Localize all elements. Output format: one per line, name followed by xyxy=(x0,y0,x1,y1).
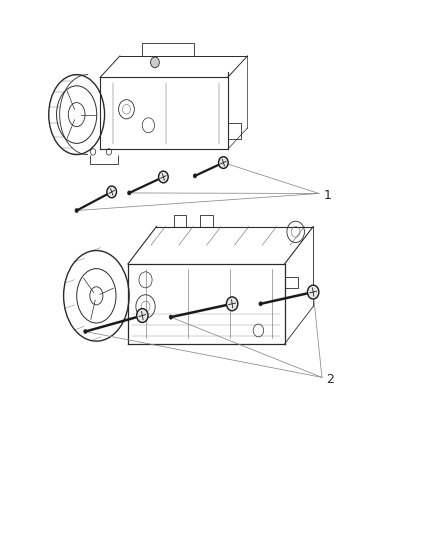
Circle shape xyxy=(127,191,131,195)
Circle shape xyxy=(137,309,148,322)
Circle shape xyxy=(226,297,238,311)
Circle shape xyxy=(159,171,168,183)
Circle shape xyxy=(151,57,159,68)
Circle shape xyxy=(84,329,87,334)
Circle shape xyxy=(193,174,197,178)
Text: 1: 1 xyxy=(323,189,331,202)
Circle shape xyxy=(259,302,262,306)
Text: 2: 2 xyxy=(326,373,334,386)
Circle shape xyxy=(75,208,78,213)
Circle shape xyxy=(219,157,228,168)
Circle shape xyxy=(169,315,173,319)
Circle shape xyxy=(107,186,117,198)
Circle shape xyxy=(307,285,319,299)
